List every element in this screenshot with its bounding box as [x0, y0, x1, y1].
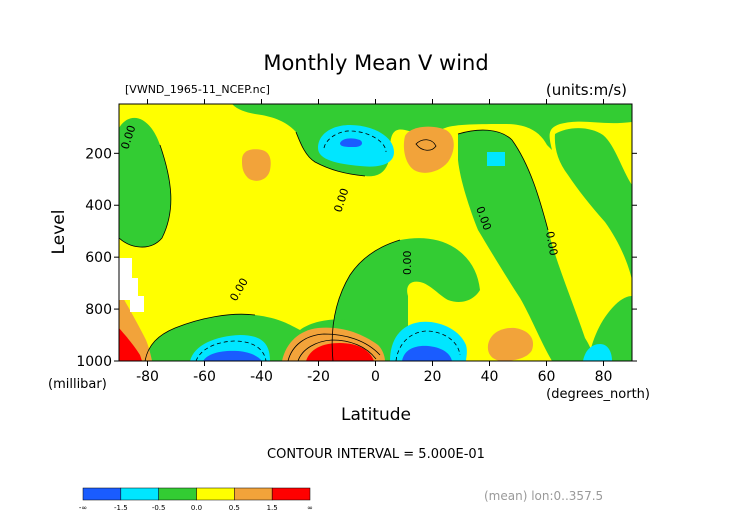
y-tick-label: 800 — [85, 302, 112, 318]
colorbar-label: 0.5 — [229, 504, 240, 512]
x-tick-label: 40 — [481, 369, 499, 385]
missing-data-block — [119, 258, 144, 312]
contour-label: 0.00 — [543, 230, 560, 256]
cyan-region-surface-right — [583, 344, 612, 361]
colorbar-swatch — [271, 487, 311, 501]
red-region-left-edge — [119, 328, 142, 361]
orange-region-upper-mid — [403, 126, 454, 173]
green-region-right-edge — [554, 128, 632, 280]
x-tick-label: -60 — [193, 369, 216, 385]
colorbar-label: -∞ — [79, 504, 87, 512]
zero-contours — [119, 129, 549, 361]
footer-note: (mean) lon:0..357.5 — [484, 489, 603, 503]
colorbar-swatch — [234, 487, 273, 501]
colorbar-label: 0.0 — [191, 504, 202, 512]
x-tick-label: -40 — [250, 369, 273, 385]
y-tick-label: 600 — [85, 250, 112, 266]
red-region-surface — [306, 343, 374, 361]
colorbar-swatch — [82, 487, 122, 501]
colorbar-label: ∞ — [307, 504, 313, 512]
orange-region-left — [242, 149, 271, 181]
contour-label: 0.00 — [401, 251, 414, 276]
green-region-right-tropo — [458, 130, 594, 361]
blue-region-upper — [340, 138, 362, 147]
colorbar-label: -0.5 — [152, 504, 166, 512]
y-tick-label: 1000 — [76, 354, 112, 370]
colorbar-swatch — [196, 487, 235, 501]
y-axis-title: Level — [49, 210, 69, 255]
file-label: [VWND_1965-11_NCEP.nc] — [125, 83, 270, 96]
colorbar-label: 1.5 — [267, 504, 278, 512]
units-label: (units:m/s) — [546, 81, 627, 99]
cyan-region-small — [487, 152, 505, 166]
y-tick-label: 200 — [85, 146, 112, 162]
x-tick-label: -20 — [307, 369, 330, 385]
y-axis-unit: (millibar) — [48, 377, 107, 392]
x-axis-unit: (degrees_north) — [546, 387, 650, 402]
blue-region-surface-left — [203, 350, 262, 361]
x-tick-label: 80 — [595, 369, 613, 385]
colorbar: -∞ -1.5 -0.5 0.0 0.5 1.5 ∞ — [79, 487, 313, 512]
colorbar-label: -1.5 — [114, 504, 128, 512]
x-tick-label: 0 — [371, 369, 380, 385]
x-tick-label: 60 — [538, 369, 556, 385]
negative-contours — [195, 130, 461, 361]
x-axis: -80 -60 -40 -20 0 20 40 60 80 — [136, 99, 612, 385]
x-tick-label: -80 — [136, 369, 159, 385]
contour-labels: 0.00 0.00 0.00 0.00 0.00 0.00 — [119, 124, 560, 304]
colorbar-swatch — [158, 487, 197, 501]
green-region-left-tropo — [119, 104, 171, 248]
contour-interval: CONTOUR INTERVAL = 5.000E-01 — [267, 447, 485, 462]
x-tick-label: 20 — [424, 369, 442, 385]
colorbar-swatch — [120, 487, 159, 501]
chart-title: Monthly Mean V wind — [263, 51, 488, 75]
orange-region-right — [487, 327, 534, 361]
y-axis: 200 400 600 800 1000 — [76, 146, 637, 370]
positive-contours — [287, 139, 437, 361]
x-axis-title: Latitude — [341, 405, 411, 425]
y-tick-label: 400 — [85, 198, 112, 214]
blue-region-surface-mid — [402, 345, 452, 361]
green-region-midtropo — [332, 238, 480, 361]
plot-area: 0.00 0.00 0.00 0.00 0.00 0.00 — [119, 104, 632, 361]
